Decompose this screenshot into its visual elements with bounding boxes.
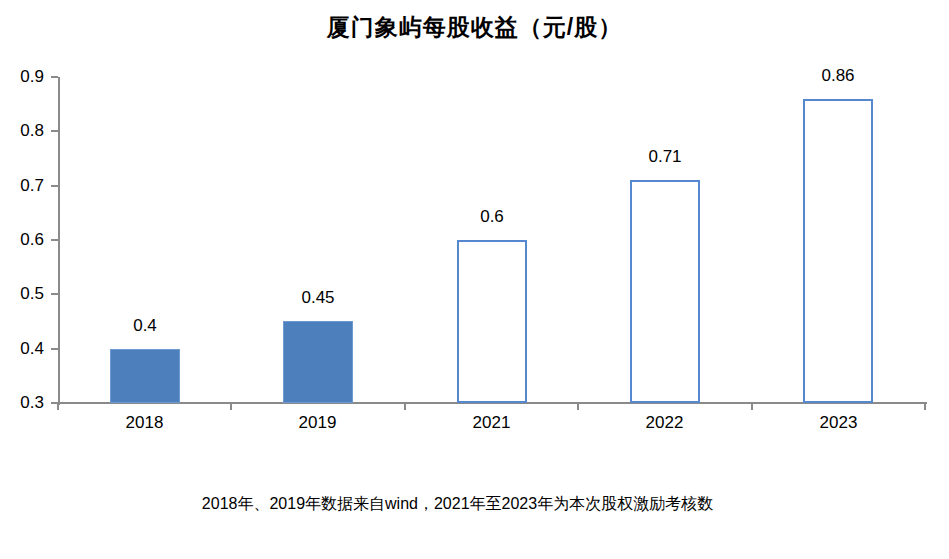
y-axis-tick — [51, 293, 58, 295]
x-axis-label: 2021 — [405, 413, 578, 433]
y-axis-line — [58, 77, 60, 405]
y-axis-tick-label: 0.3 — [2, 393, 44, 413]
y-axis-tick-label: 0.7 — [2, 176, 44, 196]
x-axis-label: 2023 — [752, 413, 925, 433]
x-axis-tick — [924, 403, 926, 410]
y-axis-tick — [51, 348, 58, 350]
y-axis-tick-label: 0.6 — [2, 230, 44, 250]
chart-page: 厦门象屿每股收益（元/股） 0.30.40.50.60.70.80.90.420… — [0, 0, 949, 559]
bar-value-label: 0.45 — [273, 288, 363, 308]
y-axis-tick — [51, 130, 58, 132]
x-axis-label: 2018 — [58, 413, 231, 433]
x-axis-tick — [577, 403, 579, 410]
bar — [457, 240, 527, 403]
x-axis-tick — [751, 403, 753, 410]
y-axis-tick-label: 0.4 — [2, 339, 44, 359]
bar — [803, 99, 873, 403]
bar — [110, 349, 180, 403]
bar — [283, 321, 353, 403]
x-axis-tick — [57, 403, 59, 410]
y-axis-tick — [51, 185, 58, 187]
y-axis-tick — [51, 76, 58, 78]
bar — [630, 180, 700, 403]
chart-footnote: 2018年、2019年数据来自wind，2021年至2023年为本次股权激励考核… — [0, 494, 932, 515]
y-axis-tick-label: 0.9 — [2, 67, 44, 87]
x-axis-tick — [230, 403, 232, 410]
x-axis-tick — [404, 403, 406, 410]
y-axis-tick-label: 0.5 — [2, 284, 44, 304]
y-axis-tick — [51, 239, 58, 241]
bar-value-label: 0.4 — [100, 316, 190, 336]
bar-value-label: 0.86 — [793, 66, 883, 86]
plot-area: 0.3 0.4 0.5 0.6 0.7 0.8 0.9 0.4 2018 0.45 2019 0.6 2… — [0, 0, 949, 559]
y-axis-tick-label: 0.8 — [2, 121, 44, 141]
bar-value-label: 0.6 — [447, 207, 537, 227]
bar-value-label: 0.71 — [620, 147, 710, 167]
x-axis-label: 2022 — [578, 413, 751, 433]
x-axis-label: 2019 — [231, 413, 404, 433]
